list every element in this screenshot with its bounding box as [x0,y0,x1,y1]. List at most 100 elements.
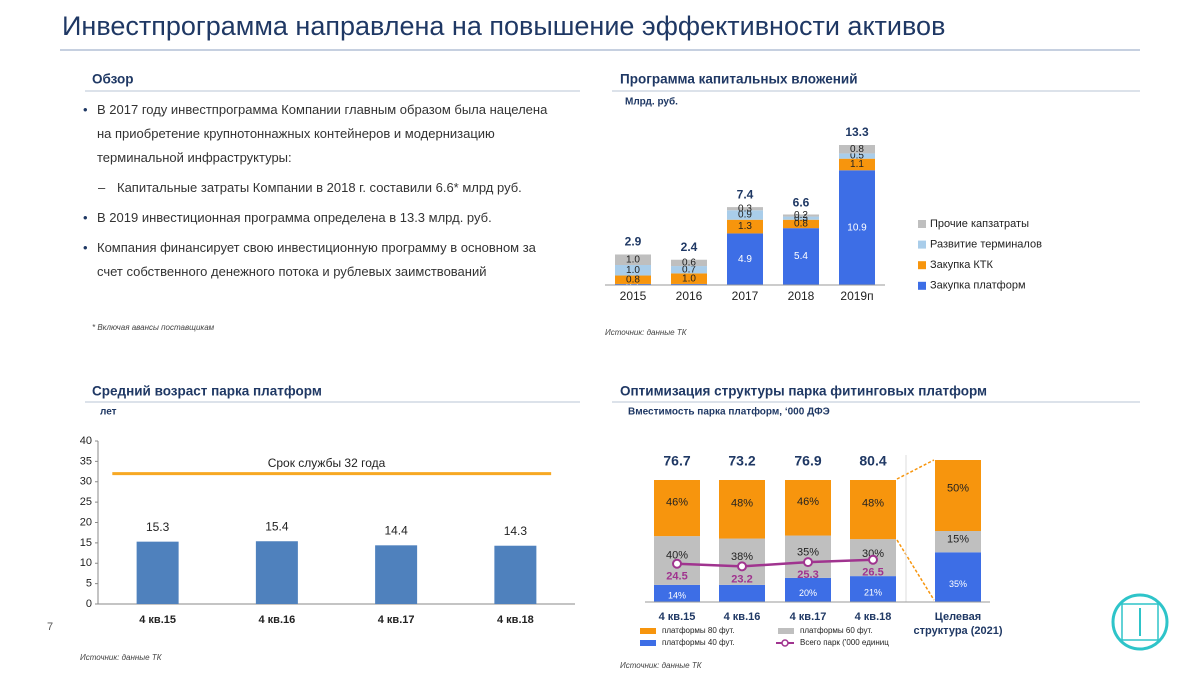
bar-segment [719,584,765,602]
y-tick-label: 40 [80,435,92,447]
legend-swatch [918,240,926,249]
x-tick-label: 4 кв.17 [378,614,415,626]
legend-swatch [918,281,926,290]
bar-segment [839,153,875,159]
subtitle: Вместимость парка платформ, ‘000 ДФЭ [628,406,830,418]
slide-title: Инвестпрограмма направлена на повышение … [62,11,945,41]
bar-segment [783,228,819,285]
x-tick-label: 2017 [732,289,759,303]
bar-segment [727,219,763,234]
legend-swatch [918,220,926,228]
total-label: 73.2 [728,453,755,469]
x-tick-label: 4 кв.15 [139,614,176,626]
data-label: 15% [947,533,969,545]
bar-segment [785,577,831,602]
bar-segment [839,170,875,285]
x-tick-label: 4 кв.18 [855,611,892,623]
bar-segment [727,207,763,211]
bar-segment [935,552,981,602]
connector [896,539,935,601]
data-label: 0.3 [738,203,752,214]
data-label: 4.9 [738,254,752,265]
line-marker [672,558,682,569]
y-tick-label: 20 [80,516,92,528]
data-label: 21% [864,587,882,597]
data-label: 1.0 [626,265,640,276]
unit-label: лет [100,407,117,418]
data-label: 0.8 [626,274,640,285]
data-label: 0.5 [850,151,864,162]
total-label: 13.3 [845,125,869,139]
bar-segment [783,214,819,217]
bar-segment [671,266,707,274]
legend-swatch [778,628,794,634]
data-label: 35% [797,546,819,558]
data-label: 14% [668,590,686,600]
bar [136,541,179,604]
unit-label: Млрд. руб. [625,96,678,108]
legend-label: Прочие капзатраты [930,218,1029,230]
total-label: 2.4 [681,240,698,254]
page-number: 7 [47,621,53,633]
data-label: 35% [949,579,967,589]
x-tick-label: 4 кв.18 [497,614,534,626]
data-label: 5.4 [794,251,808,262]
sub-bullet: Капитальные затраты Компании в 2018 г. с… [80,176,550,200]
bar-segment [850,480,896,540]
data-label: 48% [862,498,884,510]
bar-segment [654,480,700,537]
data-label: 0.9 [738,210,752,221]
legend-swatch [640,628,656,634]
bar-segment [935,460,981,531]
logo [1111,593,1169,651]
bar-segment [935,531,981,553]
data-label: 30% [862,548,884,560]
data-label: 1.3 [738,221,752,232]
reference-label: Срок службы 32 года [268,456,386,470]
source: Источник: данные ТК [605,328,688,337]
data-label: 40% [666,550,688,562]
data-label: 14.4 [384,523,408,537]
y-tick-label: 35 [80,455,92,467]
legend-label: Закупка платформ [930,280,1026,292]
connector [896,459,935,480]
legend-label: Развитие терминалов [930,239,1042,251]
section-heading: Средний возраст парка платформ [92,384,322,399]
y-tick-label: 0 [86,598,92,610]
legend-label: платформы 40 фут. [662,638,735,647]
data-label: 15.4 [265,519,289,533]
bar-segment [671,273,707,284]
data-label: 0.8 [794,219,808,230]
x-tick-label: 4 кв.15 [659,611,696,623]
bullet: В 2017 году инвестпрограмма Компании гла… [80,98,550,170]
legend-swatch [640,640,656,646]
data-label: 0.2 [794,210,808,221]
y-tick-label: 5 [86,578,92,590]
bar-segment [785,535,831,578]
source: Источник: данные ТК [620,661,703,670]
x-tick-label: 4 кв.16 [259,614,296,626]
total-label: 76.7 [663,453,690,469]
x-tick-label: 2019п [840,289,873,303]
bar [494,545,537,604]
data-label: 26.5 [862,567,883,579]
y-tick-label: 30 [80,476,92,488]
legend-label: Закупка КТК [930,259,994,271]
bar-segment [654,584,700,602]
legend-swatch [781,639,789,647]
data-label: 24.5 [666,571,687,583]
bar-segment [671,283,707,285]
x-tick-label: 2016 [676,289,703,303]
total-label: 2.9 [625,235,642,249]
overview: В 2017 году инвестпрограмма Компании гла… [80,98,550,284]
section-heading: Обзор [92,72,134,87]
total-label: 80.4 [859,453,886,469]
data-label: 1.1 [850,159,864,170]
bar-segment [727,233,763,285]
legend-label: платформы 60 фут. [800,626,873,635]
line [676,558,874,568]
total-label: 6.6 [793,196,810,210]
x-tick-label: 4 кв.16 [724,611,761,623]
bar-segment [671,259,707,267]
